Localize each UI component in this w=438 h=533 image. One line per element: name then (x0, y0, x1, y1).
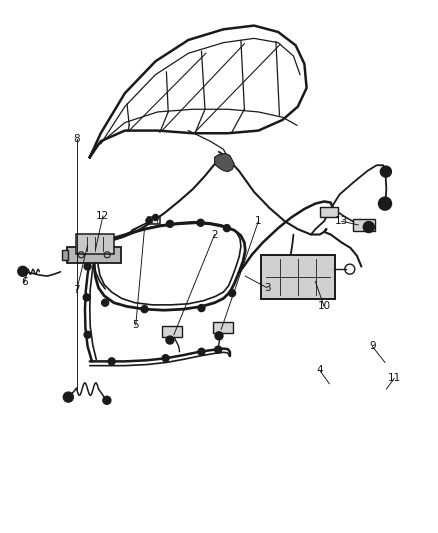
Text: 13: 13 (335, 216, 348, 226)
FancyBboxPatch shape (320, 207, 339, 216)
FancyBboxPatch shape (353, 219, 374, 231)
Circle shape (229, 289, 236, 297)
Text: 4: 4 (316, 366, 323, 375)
Text: 6: 6 (21, 278, 28, 287)
Circle shape (162, 354, 169, 362)
FancyBboxPatch shape (162, 326, 182, 337)
FancyBboxPatch shape (212, 322, 233, 333)
Text: 1: 1 (255, 216, 262, 226)
Text: 7: 7 (73, 286, 80, 295)
Polygon shape (215, 154, 234, 172)
Circle shape (141, 305, 148, 313)
Text: 9: 9 (369, 342, 376, 351)
Circle shape (198, 348, 205, 356)
Circle shape (83, 294, 90, 301)
Text: 10: 10 (318, 302, 331, 311)
Text: 5: 5 (132, 320, 139, 330)
Bar (148, 216, 160, 224)
Circle shape (152, 214, 159, 221)
Circle shape (380, 166, 392, 177)
Circle shape (102, 299, 109, 306)
FancyBboxPatch shape (77, 234, 114, 254)
Circle shape (84, 263, 91, 270)
Circle shape (363, 222, 374, 232)
Circle shape (18, 266, 28, 276)
Circle shape (215, 332, 223, 340)
Circle shape (223, 224, 230, 232)
Circle shape (166, 220, 173, 228)
Text: 12: 12 (96, 211, 110, 221)
Text: 3: 3 (264, 283, 271, 293)
FancyBboxPatch shape (67, 247, 121, 263)
FancyBboxPatch shape (261, 255, 335, 299)
Circle shape (103, 396, 111, 405)
Text: 11: 11 (388, 374, 401, 383)
Circle shape (197, 219, 204, 227)
Circle shape (108, 358, 115, 365)
Circle shape (64, 392, 73, 402)
Text: 8: 8 (73, 134, 80, 143)
Circle shape (215, 346, 222, 353)
Circle shape (378, 197, 392, 210)
Circle shape (166, 336, 174, 344)
Text: 2: 2 (211, 230, 218, 239)
Circle shape (146, 217, 152, 224)
Circle shape (198, 304, 205, 312)
Circle shape (84, 331, 91, 338)
Bar (62, 250, 68, 260)
